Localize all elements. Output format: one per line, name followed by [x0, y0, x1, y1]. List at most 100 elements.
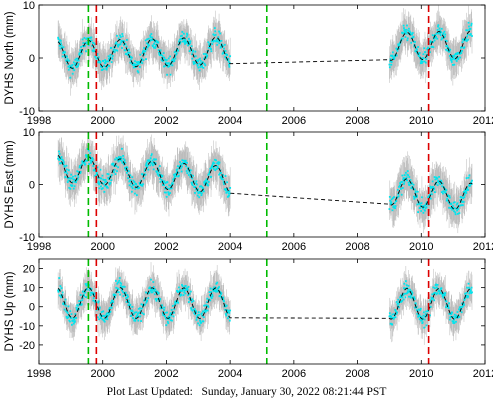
- data-point: [407, 32, 410, 35]
- data-point: [453, 318, 455, 321]
- data-point: [207, 181, 210, 183]
- data-point: [430, 193, 433, 196]
- data-point: [465, 40, 468, 42]
- data-point: [105, 314, 108, 316]
- data-point: [218, 42, 221, 45]
- data-point: [167, 57, 170, 60]
- data-point: [173, 51, 176, 54]
- data-point: [404, 287, 407, 290]
- data-point: [81, 38, 84, 41]
- data-point: [181, 40, 184, 43]
- data-point: [114, 294, 117, 297]
- data-point: [113, 171, 115, 174]
- data-point: [442, 32, 445, 35]
- data-point: [187, 38, 190, 40]
- data-point: [82, 293, 85, 296]
- data-point: [90, 36, 93, 39]
- data-point: [154, 162, 157, 165]
- data-point: [445, 48, 447, 51]
- data-point: [391, 197, 394, 200]
- data-point: [213, 39, 215, 42]
- data-point: [112, 162, 115, 165]
- data-point: [78, 166, 81, 169]
- data-point: [129, 61, 132, 64]
- data-point: [406, 37, 409, 40]
- data-point: [137, 71, 140, 74]
- x-tick-label: 2006: [282, 241, 306, 253]
- data-point: [132, 63, 135, 66]
- data-point: [101, 182, 103, 184]
- data-point: [70, 66, 73, 69]
- data-point: [152, 168, 155, 171]
- data-point: [142, 313, 145, 316]
- data-point: [439, 183, 442, 186]
- data-point: [431, 180, 434, 183]
- data-point: [92, 299, 95, 302]
- data-point: [98, 187, 101, 190]
- data-point: [136, 185, 139, 188]
- data-point: [156, 170, 159, 173]
- data-point: [121, 47, 123, 49]
- data-point: [196, 64, 199, 67]
- data-point: [85, 50, 87, 53]
- data-point: [128, 51, 131, 54]
- data-point: [164, 311, 167, 314]
- data-point: [127, 299, 130, 302]
- data-point: [160, 307, 162, 309]
- data-point: [136, 315, 139, 318]
- data-point: [418, 203, 421, 205]
- data-point: [195, 180, 198, 183]
- data-point: [137, 61, 140, 63]
- data-point: [432, 286, 435, 289]
- data-point: [135, 316, 138, 319]
- data-point: [162, 52, 165, 54]
- data-point: [409, 33, 412, 36]
- data-point: [419, 315, 422, 318]
- data-point: [158, 174, 160, 177]
- data-point: [153, 158, 156, 161]
- data-point: [456, 57, 459, 59]
- data-point: [78, 52, 81, 55]
- data-point: [153, 293, 156, 296]
- data-point: [108, 307, 111, 309]
- x-tick-label: 2002: [154, 368, 178, 380]
- data-point: [66, 55, 68, 58]
- data-point: [130, 185, 133, 188]
- data-point: [116, 49, 119, 52]
- data-point: [145, 164, 147, 167]
- data-point: [137, 307, 140, 310]
- data-point: [105, 312, 108, 315]
- data-point: [198, 69, 201, 72]
- data-point: [158, 171, 161, 174]
- data-point: [209, 167, 212, 170]
- panel-up: 19982000200220042006200820102012-20-1001…: [4, 258, 493, 380]
- data-point: [395, 310, 397, 313]
- data-point: [412, 40, 415, 43]
- data-point: [144, 50, 147, 53]
- data-point: [452, 320, 455, 323]
- data-point: [133, 181, 136, 184]
- data-point: [88, 163, 90, 165]
- data-point: [62, 162, 65, 165]
- data-point: [461, 41, 464, 44]
- data-point: [139, 309, 142, 312]
- data-point: [182, 37, 185, 40]
- data-point: [220, 293, 222, 296]
- data-point: [127, 177, 129, 180]
- data-point: [465, 294, 468, 297]
- data-point: [219, 295, 222, 298]
- data-point: [150, 33, 153, 35]
- data-point: [64, 301, 66, 304]
- data-point: [453, 322, 456, 324]
- data-point: [186, 32, 188, 35]
- data-point: [397, 193, 400, 196]
- data-point: [191, 298, 194, 301]
- data-point: [442, 294, 444, 297]
- data-point: [129, 58, 132, 61]
- data-point: [100, 188, 103, 190]
- data-point: [208, 294, 211, 296]
- data-point: [414, 190, 417, 193]
- data-point: [131, 187, 134, 190]
- data-point: [204, 180, 207, 183]
